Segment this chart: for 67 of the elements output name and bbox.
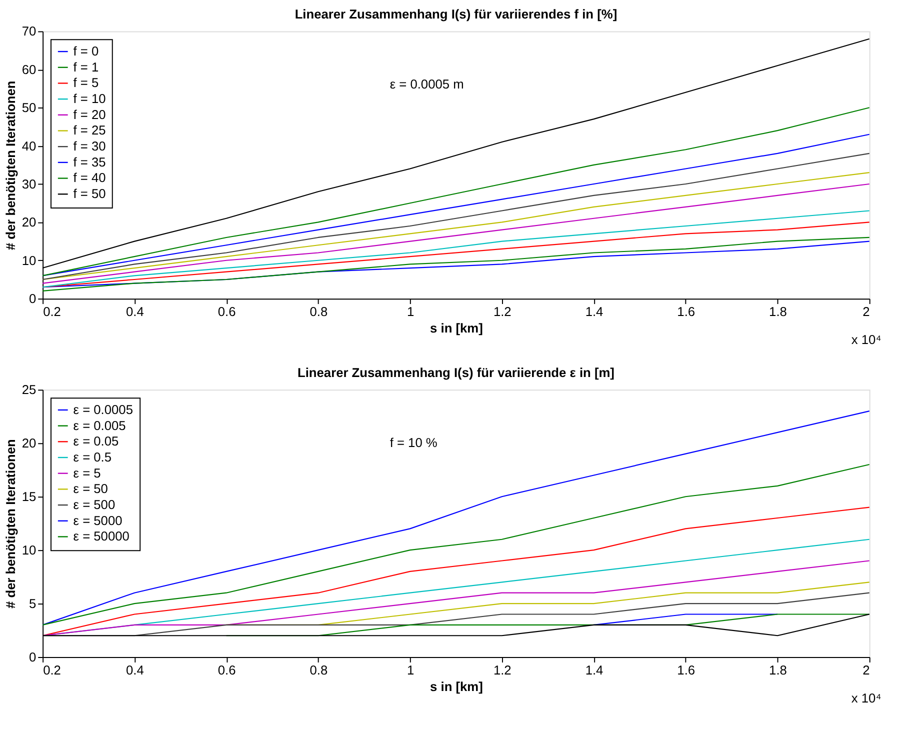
chart-title: Linearer Zusammenhang I(s) für variierende ε in [m] — [297, 364, 614, 380]
legend-label: f = 40 — [73, 170, 106, 186]
legend-label: ε = 0.005 — [73, 418, 126, 433]
y-tick-label: 20 — [22, 214, 36, 230]
x-tick-label: 1.4 — [585, 304, 604, 319]
line-series — [42, 134, 870, 276]
legend-label: f = 10 — [73, 91, 106, 106]
x-tick-label: 1 — [406, 304, 414, 319]
legend-label: ε = 0.5 — [73, 449, 112, 464]
x-tick-label: 0.6 — [218, 304, 236, 319]
x-tick-label: 0.8 — [310, 304, 328, 319]
y-tick-label: 0 — [28, 649, 36, 664]
legend-label: ε = 0.05 — [73, 434, 119, 449]
x-tick-label: 1.2 — [493, 304, 512, 319]
legend-label: f = 25 — [73, 122, 106, 138]
x-tick-label: 0.4 — [126, 304, 144, 319]
x-axis-title: s in [km] — [430, 679, 483, 694]
x-tick-label: 0.2 — [43, 662, 61, 678]
x-tick-label: 1.6 — [677, 662, 696, 678]
y-tick-label: 30 — [22, 176, 36, 192]
x-tick-label: 0.8 — [310, 662, 328, 678]
legend-label: f = 1 — [73, 59, 99, 74]
x-tick-label: 0.2 — [43, 304, 61, 319]
annotation: f = 10 % — [390, 435, 438, 450]
y-axis-title: # der benötigten Iterationen — [2, 80, 18, 250]
legend-label: ε = 5 — [73, 465, 101, 480]
y-tick-label: 10 — [22, 542, 36, 558]
text: x 10⁴ — [851, 690, 882, 706]
chart-title: Linearer Zusammenhang I(s) für variierendes f in [%] — [294, 6, 618, 22]
x-tick-label: 0.6 — [218, 662, 236, 678]
text: x 10⁴ — [851, 332, 882, 348]
x-tick-label: 1.8 — [769, 662, 787, 678]
legend-label: ε = 5000 — [73, 512, 122, 528]
y-tick-label: 60 — [22, 62, 36, 77]
line-series — [42, 107, 870, 276]
y-tick-label: 5 — [28, 596, 36, 611]
y-tick-label: 0 — [28, 291, 36, 306]
x-axis-title: s in [km] — [430, 320, 483, 336]
annotation: ε = 0.0005 m — [390, 76, 464, 92]
x-tick-label: 2 — [862, 662, 870, 678]
y-axis-title: # der benötigten Iterationen — [2, 439, 18, 609]
y-tick-label: 70 — [22, 24, 36, 39]
x-tick-label: 1.6 — [677, 304, 696, 319]
y-tick-label: 40 — [22, 138, 36, 154]
legend-label: ε = 500 — [73, 496, 116, 512]
legend-label: f = 30 — [73, 138, 106, 154]
x-tick-label: 1 — [406, 662, 414, 678]
legend-label: f = 35 — [73, 154, 106, 170]
y-tick-label: 20 — [22, 436, 36, 451]
legend-label: f = 50 — [73, 186, 106, 202]
line-series — [42, 152, 870, 280]
x-tick-label: 2 — [862, 304, 870, 319]
legend-label: ε = 50 — [73, 481, 108, 496]
y-tick-label: 15 — [22, 489, 36, 504]
legend-label: f = 20 — [73, 106, 106, 122]
legend-label: ε = 50000 — [73, 528, 130, 544]
x-tick-label: 1.4 — [585, 662, 604, 678]
y-tick-label: 25 — [22, 382, 36, 398]
x-tick-label: 0.4 — [126, 662, 144, 678]
x-tick-label: 1.8 — [769, 304, 787, 319]
y-tick-label: 50 — [22, 100, 36, 116]
legend-label: ε = 0.0005 — [73, 402, 134, 417]
x-tick-label: 1.2 — [493, 662, 512, 678]
y-tick-label: 10 — [22, 252, 36, 268]
line-series — [42, 464, 870, 626]
legend-label: f = 0 — [73, 44, 99, 58]
legend-label: f = 5 — [73, 75, 99, 90]
